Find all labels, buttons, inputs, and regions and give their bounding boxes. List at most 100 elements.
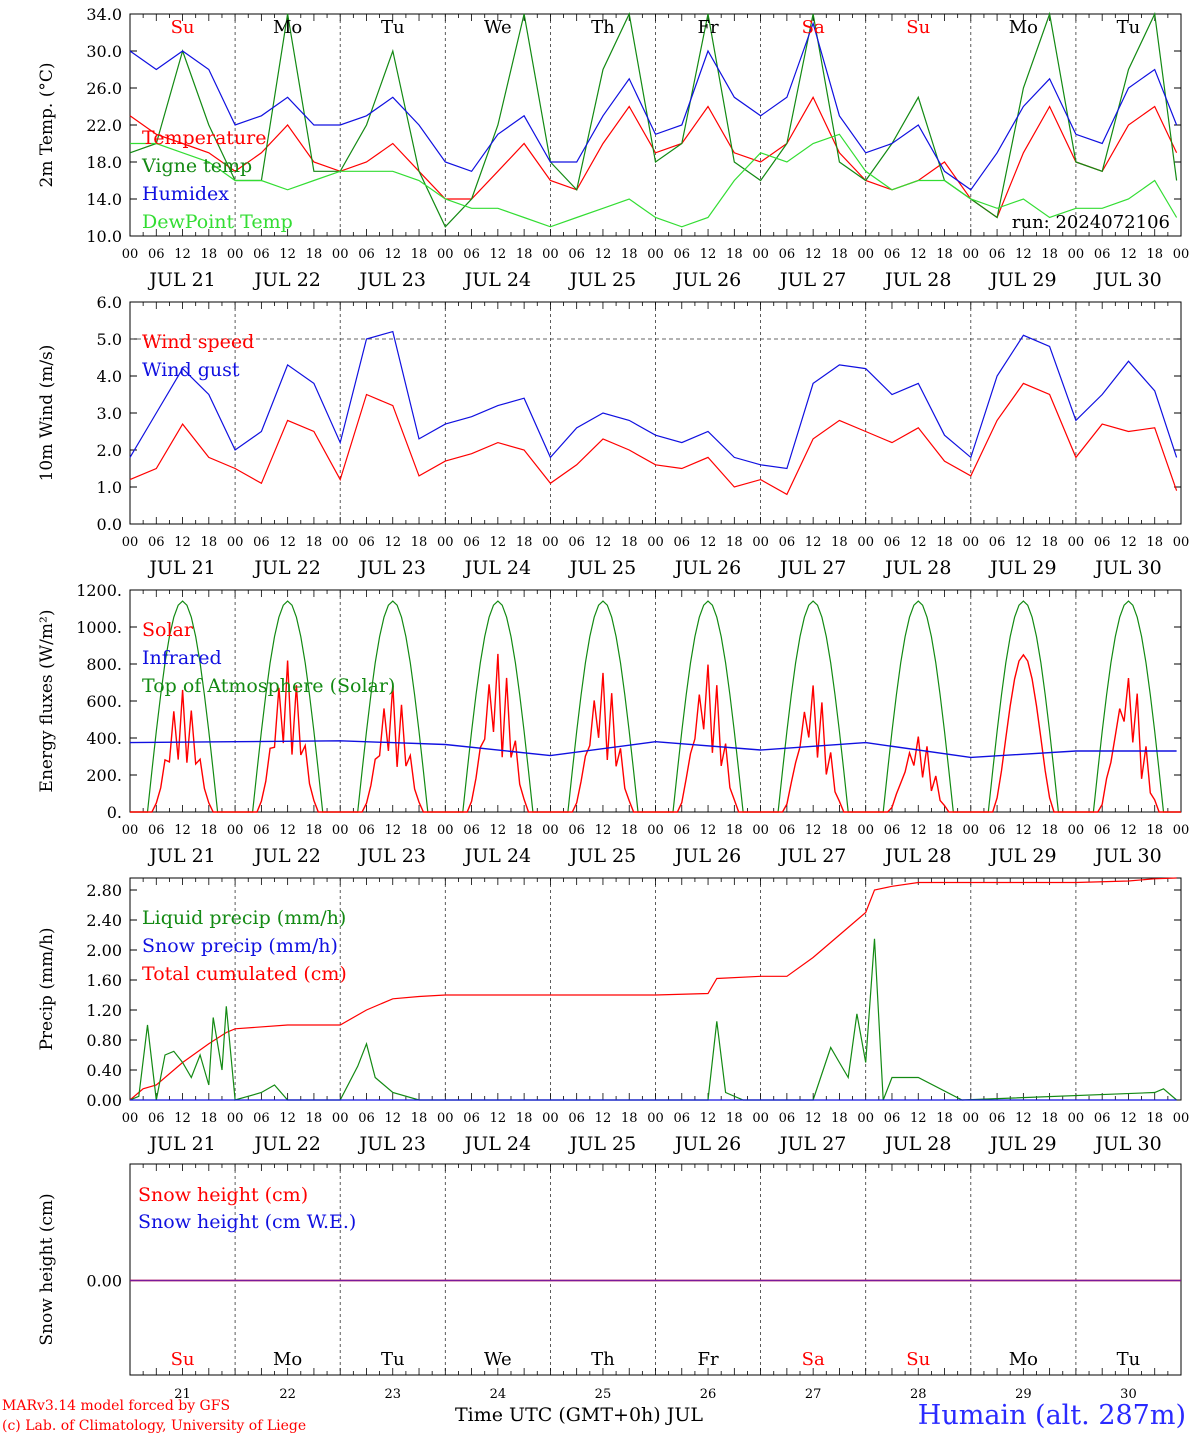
hour-tick-label: 12 bbox=[805, 823, 822, 838]
hour-tick-label: 12 bbox=[1015, 823, 1032, 838]
hour-tick-label: 18 bbox=[936, 1111, 953, 1126]
hour-tick-label: 12 bbox=[490, 247, 507, 262]
hour-tick-label: 00 bbox=[122, 247, 139, 262]
y-tick-label: 2.40 bbox=[86, 911, 122, 930]
hour-tick-label: 00 bbox=[752, 535, 769, 550]
y-tick-label: 400. bbox=[86, 729, 122, 748]
hour-tick-label: 06 bbox=[989, 1111, 1006, 1126]
hour-tick-label: 12 bbox=[700, 535, 717, 550]
hour-tick-label: 00 bbox=[1173, 823, 1190, 838]
y-tick-label: 1.20 bbox=[86, 1001, 122, 1020]
hour-tick-label: 00 bbox=[437, 247, 454, 262]
hour-tick-label: 00 bbox=[1173, 1111, 1190, 1126]
legend-entry: Infrared bbox=[142, 647, 222, 669]
hour-tick-label: 12 bbox=[1015, 535, 1032, 550]
series-line-liquid-precip-mm-h- bbox=[129, 938, 1177, 1101]
date-label: JUL 26 bbox=[673, 269, 741, 291]
date-label: JUL 29 bbox=[988, 269, 1056, 291]
weekday-label: Mo bbox=[273, 1349, 302, 1370]
hour-tick-label: 12 bbox=[910, 247, 927, 262]
hour-tick-label: 18 bbox=[831, 823, 848, 838]
date-label: JUL 27 bbox=[778, 269, 846, 291]
y-tick-label: 22.0 bbox=[86, 116, 122, 135]
hour-tick-label: 00 bbox=[1068, 535, 1085, 550]
date-label: JUL 25 bbox=[568, 269, 636, 291]
y-axis-label: 2m Temp. (°C) bbox=[37, 62, 57, 187]
hour-tick-label: 18 bbox=[831, 535, 848, 550]
day-number-label: 25 bbox=[595, 1387, 612, 1402]
hour-tick-label: 18 bbox=[621, 247, 638, 262]
hour-tick-label: 00 bbox=[122, 823, 139, 838]
y-tick-label: 30.0 bbox=[86, 42, 122, 61]
y-tick-label: 34.0 bbox=[86, 5, 122, 24]
hour-tick-label: 00 bbox=[857, 535, 874, 550]
hour-tick-label: 12 bbox=[1015, 247, 1032, 262]
date-label: JUL 23 bbox=[358, 1133, 426, 1155]
date-label: JUL 23 bbox=[358, 557, 426, 579]
hour-tick-label: 00 bbox=[227, 1111, 244, 1126]
date-label: JUL 22 bbox=[252, 269, 320, 291]
legend-entry: Wind speed bbox=[142, 331, 254, 353]
hour-tick-label: 12 bbox=[174, 823, 191, 838]
date-label: JUL 26 bbox=[673, 845, 741, 867]
legend-entry: Snow height (cm W.E.) bbox=[138, 1211, 356, 1233]
legend-entry: Snow height (cm) bbox=[138, 1184, 308, 1206]
hour-tick-label: 00 bbox=[963, 823, 980, 838]
hour-tick-label: 18 bbox=[411, 1111, 428, 1126]
hour-tick-label: 06 bbox=[253, 247, 270, 262]
day-number-label: 21 bbox=[174, 1387, 191, 1402]
date-label: JUL 25 bbox=[568, 845, 636, 867]
date-label: JUL 25 bbox=[568, 557, 636, 579]
hour-tick-label: 06 bbox=[884, 1111, 901, 1126]
hour-tick-label: 00 bbox=[647, 535, 664, 550]
hour-tick-label: 18 bbox=[516, 535, 533, 550]
legend-entry: Top of Atmosphere (Solar) bbox=[142, 675, 395, 697]
weekday-label: Tu bbox=[381, 17, 405, 38]
hour-tick-label: 06 bbox=[148, 535, 165, 550]
hour-tick-label: 18 bbox=[621, 1111, 638, 1126]
date-label: JUL 30 bbox=[1093, 1133, 1161, 1155]
hour-tick-label: 06 bbox=[463, 823, 480, 838]
y-tick-label: 0. bbox=[107, 803, 122, 822]
hour-tick-label: 06 bbox=[253, 823, 270, 838]
hour-tick-label: 00 bbox=[122, 535, 139, 550]
hour-tick-label: 12 bbox=[490, 823, 507, 838]
series-line-wind-gust bbox=[129, 330, 1178, 470]
hour-tick-label: 06 bbox=[674, 535, 691, 550]
hour-tick-label: 06 bbox=[674, 823, 691, 838]
hour-tick-label: 12 bbox=[384, 1111, 401, 1126]
date-label: JUL 25 bbox=[568, 1133, 636, 1155]
date-label: JUL 30 bbox=[1093, 269, 1161, 291]
series-line-dewpoint-temp bbox=[130, 133, 1178, 228]
hour-tick-label: 06 bbox=[884, 823, 901, 838]
hour-tick-label: 12 bbox=[595, 535, 612, 550]
hour-tick-label: 06 bbox=[989, 823, 1006, 838]
date-label: JUL 21 bbox=[147, 1133, 215, 1155]
hour-tick-label: 06 bbox=[253, 535, 270, 550]
weekday-label: Th bbox=[591, 1349, 615, 1370]
hour-tick-label: 18 bbox=[306, 247, 323, 262]
day-number-label: 28 bbox=[910, 1387, 927, 1402]
hour-tick-label: 00 bbox=[332, 823, 349, 838]
hour-tick-label: 00 bbox=[542, 823, 559, 838]
series-line-wind-speed bbox=[129, 382, 1178, 496]
date-label: JUL 28 bbox=[883, 1133, 951, 1155]
hour-tick-label: 06 bbox=[568, 535, 585, 550]
hour-tick-label: 06 bbox=[1094, 1111, 1111, 1126]
hour-tick-label: 12 bbox=[910, 1111, 927, 1126]
date-label: JUL 30 bbox=[1093, 557, 1161, 579]
weekday-label: Sa bbox=[802, 17, 825, 38]
hour-tick-label: 00 bbox=[1068, 247, 1085, 262]
y-tick-label: 0.00 bbox=[86, 1091, 122, 1110]
hour-tick-label: 18 bbox=[1041, 823, 1058, 838]
date-label: JUL 26 bbox=[673, 557, 741, 579]
y-tick-label: 6.0 bbox=[97, 293, 122, 312]
hour-tick-label: 18 bbox=[726, 535, 743, 550]
hour-tick-label: 00 bbox=[1068, 823, 1085, 838]
hour-tick-label: 00 bbox=[542, 1111, 559, 1126]
hour-tick-label: 18 bbox=[201, 1111, 218, 1126]
y-axis-label: Energy fluxes (W/m²) bbox=[37, 610, 57, 793]
model-credit: MARv3.14 model forced by GFS bbox=[2, 1398, 231, 1414]
date-label: JUL 29 bbox=[988, 845, 1056, 867]
hour-tick-label: 12 bbox=[910, 823, 927, 838]
